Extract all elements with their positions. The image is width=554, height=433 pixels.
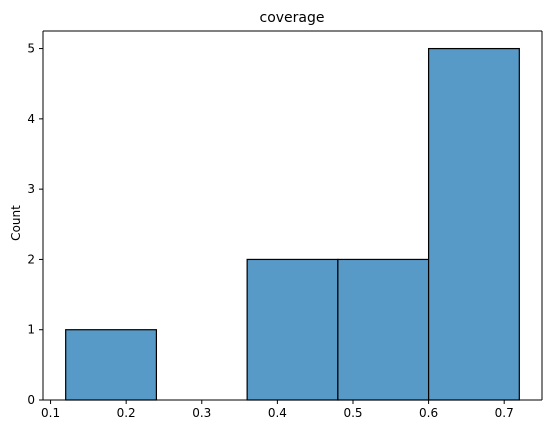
bars-layer — [65, 47, 520, 401]
y-tick-label: 0 — [27, 393, 35, 407]
y-tick-label: 2 — [27, 252, 35, 266]
chart-title: coverage — [260, 10, 325, 26]
x-tick-label: 0.3 — [192, 406, 211, 420]
x-tick-label: 0.2 — [117, 406, 136, 420]
y-tick-label: 5 — [27, 42, 35, 56]
y-axis-title: Count — [9, 205, 23, 241]
x-tick-label: 0.5 — [343, 406, 362, 420]
histogram-bar-4 — [427, 47, 520, 401]
y-tick-label: 4 — [27, 112, 35, 126]
histogram-bar-2 — [246, 258, 339, 401]
x-tick-label: 0.4 — [268, 406, 287, 420]
histogram-bar-0 — [65, 329, 158, 401]
y-tick-label: 1 — [27, 323, 35, 337]
x-tick-label: 0.6 — [419, 406, 438, 420]
histogram-bar-3 — [337, 258, 430, 401]
x-tick-label: 0.1 — [41, 406, 60, 420]
ticks-layer: 0.1 0.2 0.3 0.4 0.5 0.6 0.7 0 1 2 3 4 5 — [27, 42, 513, 420]
x-tick-label: 0.7 — [495, 406, 514, 420]
y-tick-label: 3 — [27, 182, 35, 196]
